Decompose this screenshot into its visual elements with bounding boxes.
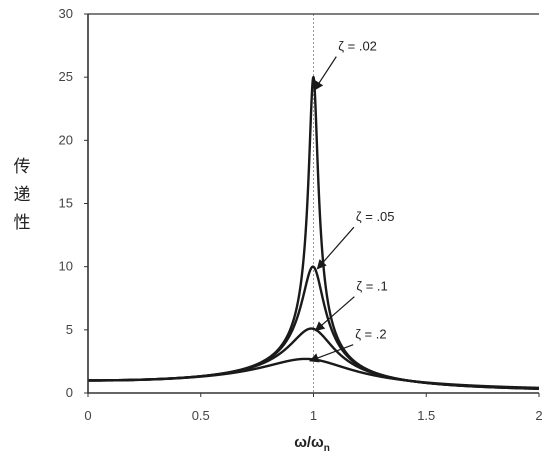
series-label: ζ = .02 [338,39,377,54]
y-tick-label: 0 [66,385,73,400]
y-axis-label: 传递性 [14,157,31,233]
series-label: ζ = .05 [356,209,395,224]
y-tick-labels: 0 5 10 15 20 25 30 [59,6,73,400]
annotation-arrow [314,296,355,332]
x-tick-label: 0 [84,408,91,423]
y-tick-label: 10 [59,259,73,274]
annotation-arrow [313,56,337,91]
x-tick-label: 1.5 [417,408,435,423]
x-tick-labels: 0 0.5 1 1.5 2 [84,408,542,423]
annotation-arrow [316,226,355,270]
series-annotations: ζ = .02 ζ = .05 ζ = .1 ζ = .2 [308,39,395,363]
x-tick-label: 2 [535,408,542,423]
x-tick-label: 1 [310,408,317,423]
x-tick-label: 0.5 [192,408,210,423]
y-tick-label: 20 [59,132,73,147]
y-tick-label: 30 [59,6,73,21]
y-tick-label: 25 [59,69,73,84]
y-tick-label: 15 [59,196,73,211]
plot-frame [84,13,540,397]
series-label: ζ = .1 [356,279,387,294]
series-label: ζ = .2 [355,327,386,342]
annotation-arrow [308,344,354,363]
y-axis-label-char: 传 [14,157,31,177]
x-axis-label-subscript: n [324,443,330,454]
x-axis-label: ω/ωn [294,434,330,454]
y-axis-label-char: 性 [14,213,31,233]
y-axis-label-char: 递 [14,185,31,205]
y-tick-label: 5 [66,322,73,337]
